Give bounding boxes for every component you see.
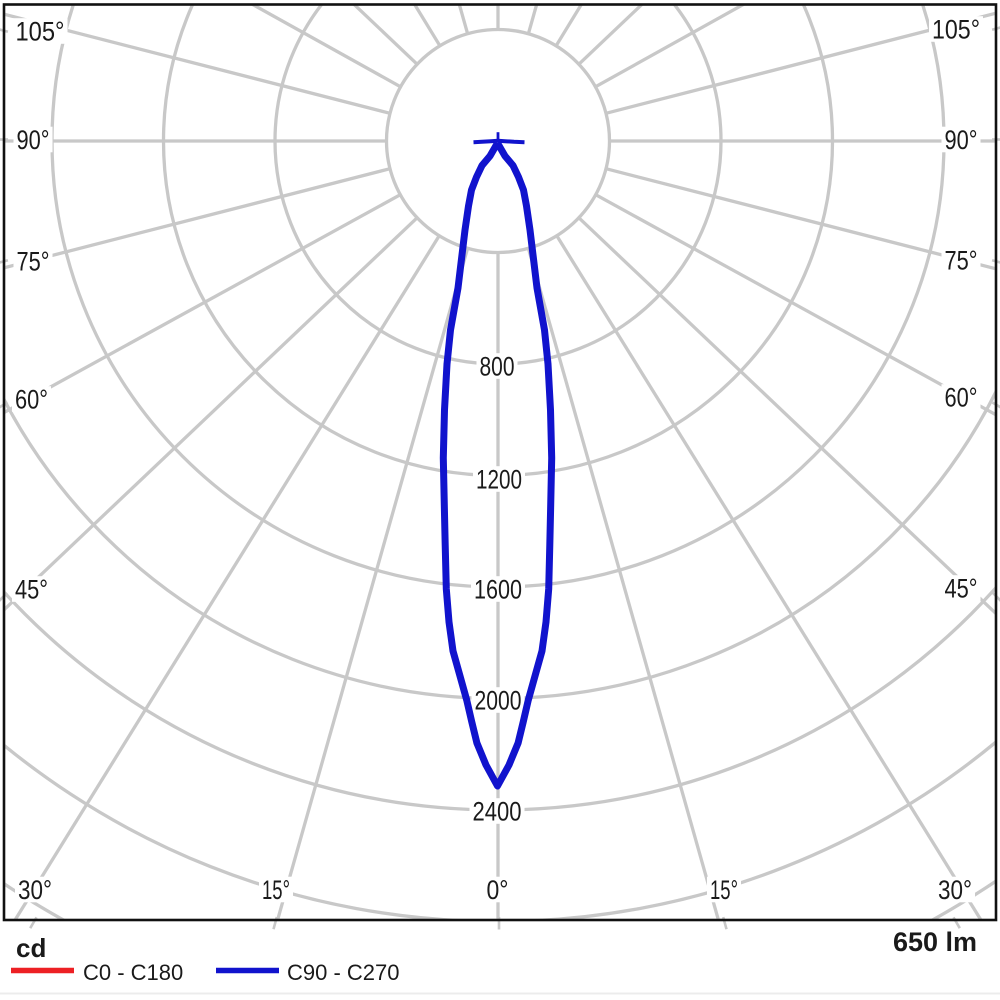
svg-text:75°: 75° [17,247,50,277]
svg-text:105°: 105° [932,15,980,45]
svg-text:60°: 60° [15,385,48,415]
svg-text:75°: 75° [945,246,978,276]
svg-text:90°: 90° [945,125,978,155]
svg-text:cd: cd [16,933,46,963]
svg-text:650 lm: 650 lm [893,927,977,957]
svg-text:105°: 105° [16,17,65,47]
svg-text:0°: 0° [487,875,509,905]
svg-text:15°: 15° [262,875,290,905]
svg-text:45°: 45° [945,574,978,604]
svg-text:30°: 30° [938,875,972,905]
svg-text:C0 - C180: C0 - C180 [83,960,183,985]
svg-text:800: 800 [480,352,515,382]
svg-text:2000: 2000 [475,686,522,716]
svg-text:60°: 60° [945,383,978,413]
svg-text:1600: 1600 [474,575,522,605]
svg-text:45°: 45° [15,575,48,605]
svg-text:90°: 90° [17,125,50,155]
svg-text:15°: 15° [710,875,738,905]
svg-text:2400: 2400 [473,797,522,827]
svg-text:1200: 1200 [476,465,522,495]
svg-text:30°: 30° [18,875,52,905]
svg-text:C90 - C270: C90 - C270 [287,960,400,985]
